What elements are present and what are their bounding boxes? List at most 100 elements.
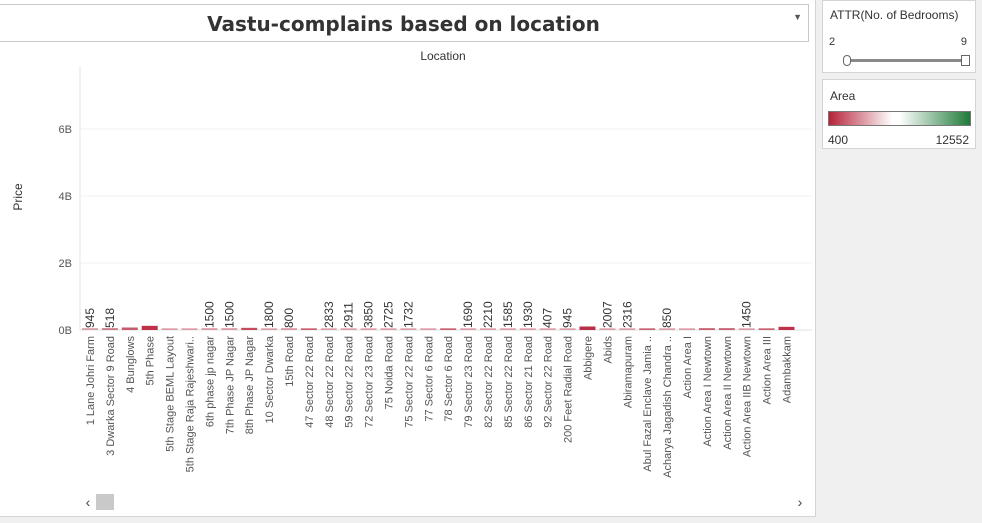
x-tick-label: 77 Sector 6 Road [423,336,435,422]
x-axis-header: Location [420,49,465,63]
x-tick-label: 3 Dwarka Sector 9 Road [105,336,117,456]
bar-data-label: 2007 [600,301,614,328]
x-tick-label: Abbigere [583,336,595,380]
bar-data-label: 1732 [401,301,415,328]
bar-data-label: 800 [282,308,296,328]
attr-filter-max: 9 [960,36,967,48]
bar [778,326,795,330]
bar [241,327,258,330]
x-tick-label: 5th Phase [145,336,157,386]
x-tick-label: 85 Sector 22 Road [503,336,515,428]
dropdown-icon[interactable]: ▼ [793,12,802,22]
bar [281,328,297,330]
area-legend-min: 400 [828,133,849,147]
bar-data-label: 1585 [501,301,515,328]
x-tick-label: Action Area I [682,336,694,398]
bar-data-label: 2833 [322,301,336,328]
bar [380,328,397,330]
bar-data-label: 3850 [362,301,376,328]
x-tick-label: 92 Sector 22 Road [543,336,555,428]
horizontal-scrollbar[interactable]: ‹ › [76,494,812,510]
bar [161,328,178,330]
bar-data-label: 2316 [620,301,634,328]
y-axis-label: Price [11,183,25,211]
area-color-gradient [828,111,971,126]
x-tick-label: 6th phase jp nagar [204,336,216,427]
bar-chart: Location Price 0B 2B 4B 6B 945 1 Lane Johri Far… [11,49,812,478]
bar-data-label: 1930 [521,301,535,328]
scroll-thumb[interactable] [96,494,114,510]
bar-data-label: 2210 [481,301,495,328]
attr-filter-title: ATTR(No. of Bedrooms) [830,8,959,22]
title-box: Vastu-complains based on location ▼ [0,4,809,42]
attr-filter-card: ATTR(No. of Bedrooms) 2 9 [822,0,976,73]
x-tick-label: 10 Sector Dwarka [264,335,276,423]
bar-data-label: 518 [103,308,117,328]
bar-data-label: 1450 [740,301,754,328]
bar-data-label: 850 [660,308,674,328]
x-tick-label: 78 Sector 6 Road [443,336,455,422]
bar [101,328,118,330]
bar [579,326,596,330]
bedrooms-slider-max-handle[interactable] [961,55,970,66]
x-tick-label: 200 Feet Radial Road [563,336,575,443]
bar [141,325,158,330]
x-tick-label: Adambakkam [782,336,794,403]
x-tick-label: 1 Lane Johri Farm [85,336,97,425]
bar [519,328,536,330]
bar [738,328,755,330]
x-tick-label: Abiramapuram [622,336,634,408]
x-tick-label: 86 Sector 21 Road [523,336,535,428]
bedrooms-slider-track[interactable] [845,59,963,62]
x-tick-label: Abids [602,336,614,364]
bar-data-label: 2725 [382,301,396,328]
bar [181,328,198,330]
bar [400,328,417,330]
bar [539,328,556,330]
y-tick-label: 2B [59,258,72,270]
bar-data-label: 1800 [262,301,276,328]
bar [679,328,695,330]
bar-data-label: 1500 [202,301,216,328]
bar [499,328,516,330]
x-tick-label: 4 Bunglows [125,336,137,393]
x-tick-label: 75 Sector 22 Road [403,336,415,428]
x-tick-label: Action Area I Newtown [702,336,714,447]
x-tick-label: 5th Stage BEML Layout [165,336,177,452]
bar-data-label: 2911 [342,302,356,328]
x-tick-label: 15th Road [284,336,296,387]
bar-data-label: 1500 [222,301,236,328]
y-tick-label: 4B [59,191,72,203]
area-legend-title: Area [830,89,856,103]
bar [659,328,676,330]
bar [201,328,218,330]
bar [221,328,238,330]
bedrooms-slider-min-handle[interactable] [843,55,851,66]
scroll-right-icon[interactable]: › [797,494,803,510]
x-tick-label: 48 Sector 22 Road [324,336,336,428]
chart-panel: Vastu-complains based on location ▼ Loca… [0,0,816,517]
y-tick-label: 6B [59,124,72,136]
x-tick-label: Acharya Jagadish Chandra .. [662,336,674,478]
bar-data-label: 1690 [461,301,475,328]
x-tick-label: 72 Sector 23 Road [364,336,376,428]
bar [440,328,457,330]
x-tick-label: 82 Sector 22 Road [483,336,495,428]
bar [698,328,715,330]
dashboard-title: Vastu-complains based on location [207,12,600,36]
bar [300,328,317,330]
bar-data-label: 945 [561,308,575,328]
bar [480,328,496,330]
x-tick-label: Action Area IIB Newtown [742,336,754,457]
x-tick-label: 79 Sector 23 Road [463,336,475,428]
x-tick-label: 47 Sector 22 Road [304,336,316,428]
scroll-left-icon[interactable]: ‹ [85,494,91,510]
bar [261,328,278,330]
bar [82,328,98,330]
bar [559,328,576,330]
bar-data-label: 945 [83,308,97,328]
x-tick-label: 8th Phase JP Nagar [244,336,256,435]
bar [718,328,735,330]
x-tick-label: Abul Fazal Enclave Jamia .. [642,336,654,472]
